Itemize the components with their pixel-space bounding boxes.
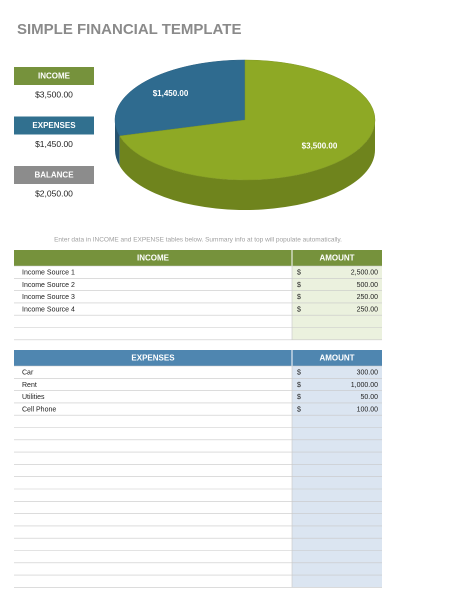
header-cell: EXPENSES	[131, 354, 175, 363]
summary-value: $3,500.00	[35, 89, 73, 99]
amount: 1,000.00	[351, 382, 378, 389]
currency: $	[297, 306, 301, 313]
summary-label: BALANCE	[34, 171, 74, 180]
summary-box	[14, 116, 94, 135]
row-label: Income Source 2	[22, 282, 75, 289]
currency: $	[297, 369, 301, 376]
amount: 250.00	[357, 294, 379, 301]
currency: $	[297, 406, 301, 413]
currency: $	[297, 382, 301, 389]
table-header	[14, 250, 382, 266]
header-cell: AMOUNT	[319, 354, 354, 363]
currency: $	[297, 282, 301, 289]
row-label: Utilities	[22, 394, 45, 401]
note: Enter data in INCOME and EXPENSE tables …	[54, 237, 342, 244]
title: SIMPLE FINANCIAL TEMPLATE	[17, 21, 241, 38]
amount: 500.00	[357, 282, 379, 289]
pie-side	[119, 120, 375, 211]
currency: $	[297, 394, 301, 401]
header-cell: AMOUNT	[319, 254, 354, 263]
amount: 250.00	[357, 306, 379, 313]
row-label: Car	[22, 369, 34, 376]
summary-value: $1,450.00	[35, 139, 73, 149]
pie-side	[115, 120, 120, 166]
pie-slice	[119, 59, 376, 181]
table-header	[14, 350, 382, 366]
currency: $	[297, 269, 301, 276]
row-label: Income Source 1	[22, 269, 75, 276]
amount: 300.00	[357, 369, 379, 376]
currency: $	[297, 294, 301, 301]
amount: 100.00	[357, 406, 379, 413]
row-label: Income Source 3	[22, 294, 75, 301]
summary-label: INCOME	[38, 72, 71, 81]
row-label: Cell Phone	[22, 406, 56, 413]
amount: 50.00	[360, 394, 378, 401]
pie-value-label: $3,500.00	[302, 141, 338, 150]
summary-box	[14, 67, 94, 85]
row-label: Rent	[22, 382, 37, 389]
pie-value-label: $1,450.00	[153, 89, 189, 98]
pie-slice	[114, 59, 246, 137]
summary-value: $2,050.00	[35, 188, 73, 198]
summary-label: EXPENSES	[32, 121, 76, 130]
summary-box	[14, 166, 94, 184]
amount: 2,500.00	[351, 269, 378, 276]
row-label: Income Source 4	[22, 306, 75, 313]
header-cell: INCOME	[137, 254, 170, 263]
